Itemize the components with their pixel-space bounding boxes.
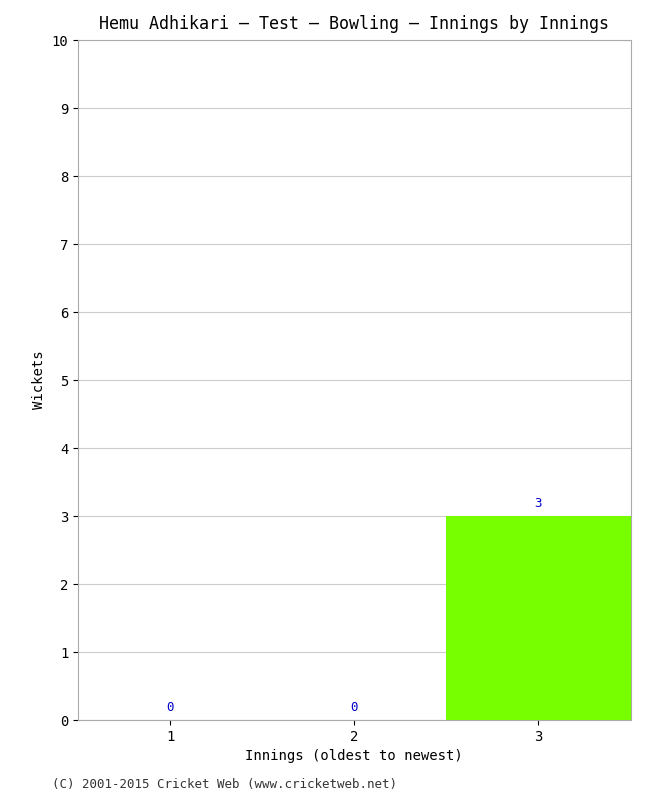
Title: Hemu Adhikari – Test – Bowling – Innings by Innings: Hemu Adhikari – Test – Bowling – Innings… — [99, 15, 609, 33]
Bar — [447, 516, 630, 720]
Text: (C) 2001-2015 Cricket Web (www.cricketweb.net): (C) 2001-2015 Cricket Web (www.cricketwe… — [52, 778, 397, 791]
X-axis label: Innings (oldest to newest): Innings (oldest to newest) — [246, 750, 463, 763]
Text: 3: 3 — [535, 498, 542, 510]
Text: 0: 0 — [350, 702, 358, 714]
Text: 0: 0 — [166, 702, 174, 714]
Y-axis label: Wickets: Wickets — [32, 350, 46, 410]
